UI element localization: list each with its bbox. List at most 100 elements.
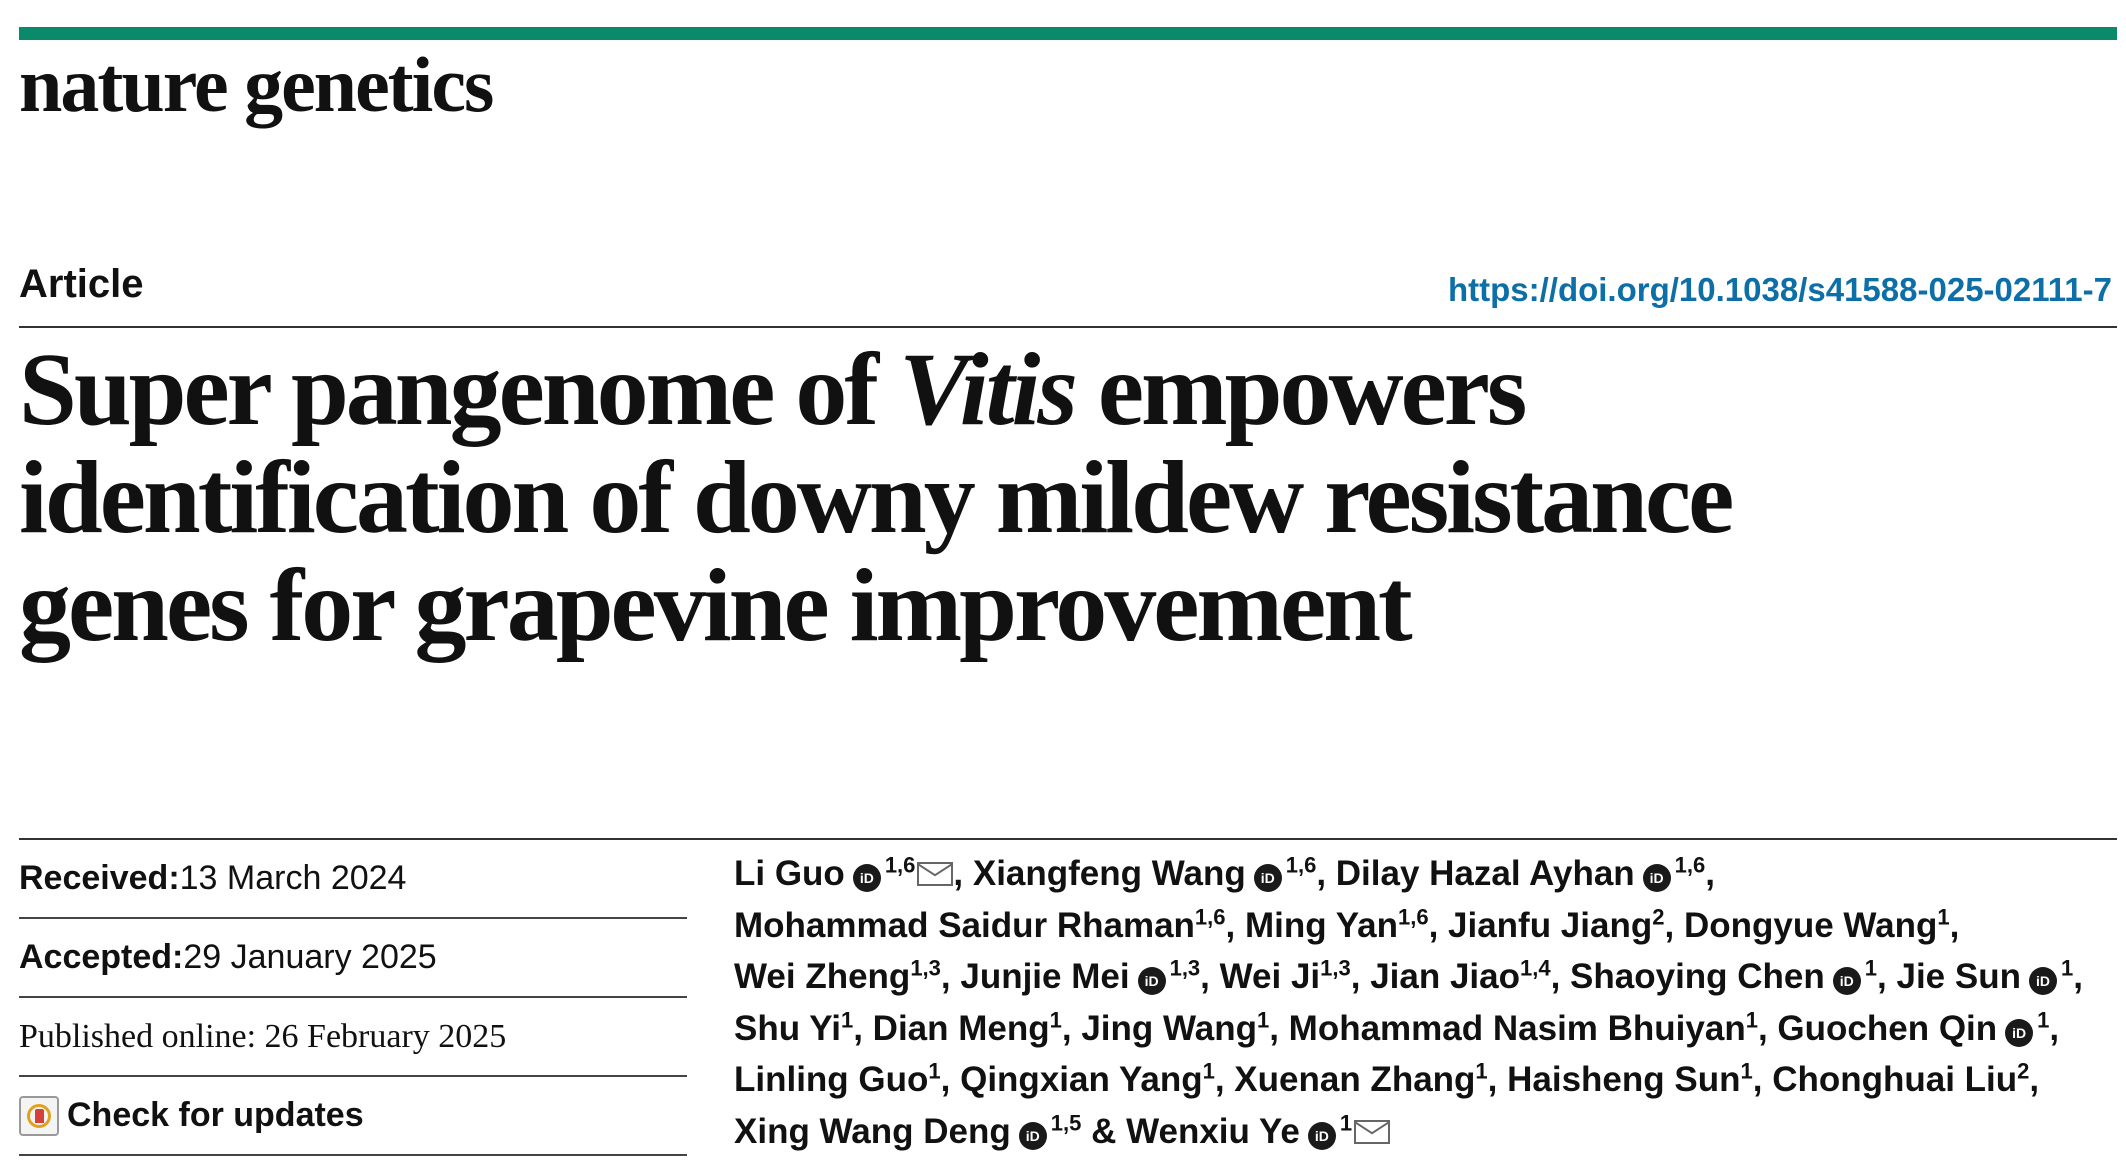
author-line: Mohammad Saidur Rhaman1,6, Ming Yan1,6, … — [734, 900, 2114, 952]
author-separator: , — [1350, 957, 1371, 996]
author-separator: , — [853, 1008, 873, 1048]
author-separator: , — [1225, 905, 1245, 945]
author-separator: , — [1061, 1008, 1082, 1048]
author-separator: , — [1757, 1008, 1778, 1048]
check-updates-icon — [19, 1095, 59, 1136]
author-name[interactable]: Xuenan Zhang — [1234, 1060, 1476, 1099]
article-dates: Received: 13 March 2024 Accepted: 29 Jan… — [19, 840, 687, 1156]
doi-link[interactable]: https://doi.org/10.1038/s41588-025-02111… — [1447, 271, 2112, 308]
affiliation-superscript: 1 — [1745, 1006, 1758, 1032]
author-name[interactable]: Chonghuai Liu — [1772, 1060, 2018, 1099]
orcid-icon[interactable]: iD — [1307, 1121, 1336, 1150]
published-date: Published online: 26 February 2025 — [19, 998, 687, 1077]
author-name[interactable]: Wei Ji — [1219, 957, 1321, 996]
orcid-icon[interactable]: iD — [1832, 967, 1861, 995]
affiliation-superscript: 1 — [1740, 1058, 1753, 1084]
author-line: Li Guo iD1,6, Xiangfeng Wang iD1,6, Dilay … — [734, 848, 2114, 900]
author-name[interactable]: Dilay Hazal Ayhan — [1335, 854, 1635, 893]
author-name[interactable]: Xing Wang Deng — [734, 1111, 1011, 1151]
author-separator: , — [1550, 957, 1571, 996]
author-name[interactable]: Mohammad Saidur Rhaman — [734, 905, 1195, 945]
journal-logo[interactable]: nature genetics — [19, 41, 494, 128]
author-separator: , — [1877, 957, 1897, 996]
author-separator: , — [1664, 905, 1684, 945]
author-name[interactable]: Jianfu Jiang — [1448, 905, 1653, 945]
author-name[interactable]: Shaoying Chen — [1570, 957, 1825, 996]
affiliation-superscript: 1 — [1339, 1109, 1353, 1135]
accepted-date: Accepted: 29 January 2025 — [19, 919, 687, 998]
affiliation-superscript: 1 — [840, 1006, 854, 1032]
affiliation-superscript: 2 — [2017, 1058, 2030, 1084]
author-line: Wei Zheng1,3, Junjie Mei iD1,3, Wei Ji1,3… — [734, 951, 2114, 1003]
author-name[interactable]: Li Guo — [734, 854, 845, 893]
author-separator: , — [2073, 957, 2083, 996]
affiliation-superscript: 2 — [1652, 903, 1665, 929]
email-icon[interactable] — [917, 862, 954, 886]
author-separator: , — [1949, 905, 1960, 945]
author-name[interactable]: Xiangfeng Wang — [972, 854, 1246, 893]
title-text: Super pangenome of — [19, 332, 900, 447]
affiliation-superscript: 1,3 — [1169, 955, 1201, 981]
orcid-icon[interactable]: iD — [1018, 1121, 1047, 1150]
affiliation-superscript: 1,6 — [884, 852, 916, 878]
author-separator: , — [1487, 1060, 1508, 1099]
author-name[interactable]: Ming Yan — [1244, 905, 1398, 945]
author-separator: , — [1428, 905, 1449, 945]
orcid-icon[interactable]: iD — [2005, 1018, 2034, 1047]
accepted-value: 29 January 2025 — [183, 938, 437, 976]
author-name[interactable]: Guochen Qin — [1777, 1008, 1998, 1048]
orcid-icon[interactable]: iD — [1253, 864, 1282, 892]
author-separator: , — [940, 1060, 961, 1099]
metadata-divider — [19, 838, 2117, 840]
received-date: Received: 13 March 2024 — [19, 840, 687, 919]
author-name[interactable]: Haisheng Sun — [1507, 1060, 1741, 1099]
author-separator: , — [1705, 854, 1715, 893]
affiliation-superscript: 1 — [2037, 1006, 2050, 1032]
affiliation-superscript: 1,6 — [1397, 903, 1429, 929]
author-name[interactable]: Wenxiu Ye — [1126, 1111, 1300, 1151]
author-name[interactable]: Wei Zheng — [734, 957, 911, 996]
orcid-icon[interactable]: iD — [852, 864, 881, 892]
author-name[interactable]: Shu Yi — [734, 1008, 841, 1048]
affiliation-superscript: 1,5 — [1050, 1109, 1082, 1135]
header-divider — [19, 326, 2117, 328]
title-text: genes for grapevine improvement — [19, 548, 1413, 663]
author-name[interactable]: Mohammad Nasim Bhuiyan — [1288, 1008, 1746, 1048]
orcid-icon[interactable]: iD — [2028, 967, 2057, 995]
author-list: Li Guo iD1,6, Xiangfeng Wang iD1,6, Dilay … — [734, 848, 2114, 1157]
author-name[interactable]: Jian Jiao — [1370, 957, 1520, 996]
author-name[interactable]: Dian Meng — [872, 1008, 1050, 1048]
author-name[interactable]: Jie Sun — [1896, 957, 2021, 996]
author-separator: , — [1214, 1060, 1235, 1099]
orcid-icon[interactable]: iD — [1642, 864, 1671, 892]
affiliation-superscript: 1 — [1202, 1058, 1215, 1084]
title-italic-genus: Vitis — [899, 332, 1078, 447]
author-name[interactable]: Jing Wang — [1081, 1008, 1257, 1048]
author-separator: , — [1752, 1060, 1773, 1099]
journal-accent-bar — [19, 27, 2117, 40]
author-name[interactable]: Junjie Mei — [960, 957, 1130, 996]
check-for-updates-button[interactable]: Check for updates — [19, 1077, 687, 1156]
affiliation-superscript: 1,4 — [1519, 955, 1551, 981]
affiliation-superscript: 1,3 — [1320, 955, 1351, 981]
article-title: Super pangenome of Vitis empowers identi… — [19, 336, 2109, 660]
author-line: Shu Yi1, Dian Meng1, Jing Wang1, Mohamma… — [734, 1003, 2114, 1055]
author-name[interactable]: Qingxian Yang — [960, 1060, 1203, 1099]
affiliation-superscript: 1,6 — [1194, 903, 1226, 929]
orcid-icon[interactable]: iD — [1137, 967, 1166, 995]
author-separator: , — [940, 957, 961, 996]
author-separator: , — [953, 854, 973, 893]
email-icon[interactable] — [1354, 1119, 1391, 1144]
affiliation-superscript: 1 — [2060, 955, 2074, 981]
affiliation-superscript: 1 — [1864, 955, 1878, 981]
affiliation-superscript: 1 — [1475, 1058, 1488, 1084]
affiliation-superscript: 1,6 — [1285, 852, 1317, 878]
author-separator: , — [1200, 957, 1220, 996]
author-name[interactable]: Linling Guo — [734, 1060, 929, 1099]
affiliation-superscript: 1 — [1049, 1006, 1062, 1032]
article-type-label: Article — [19, 262, 144, 306]
title-text: identification of downy mildew resistanc… — [19, 440, 1734, 555]
author-separator: , — [1269, 1008, 1289, 1048]
accepted-label: Accepted: — [19, 938, 184, 976]
author-name[interactable]: Dongyue Wang — [1683, 905, 1938, 945]
